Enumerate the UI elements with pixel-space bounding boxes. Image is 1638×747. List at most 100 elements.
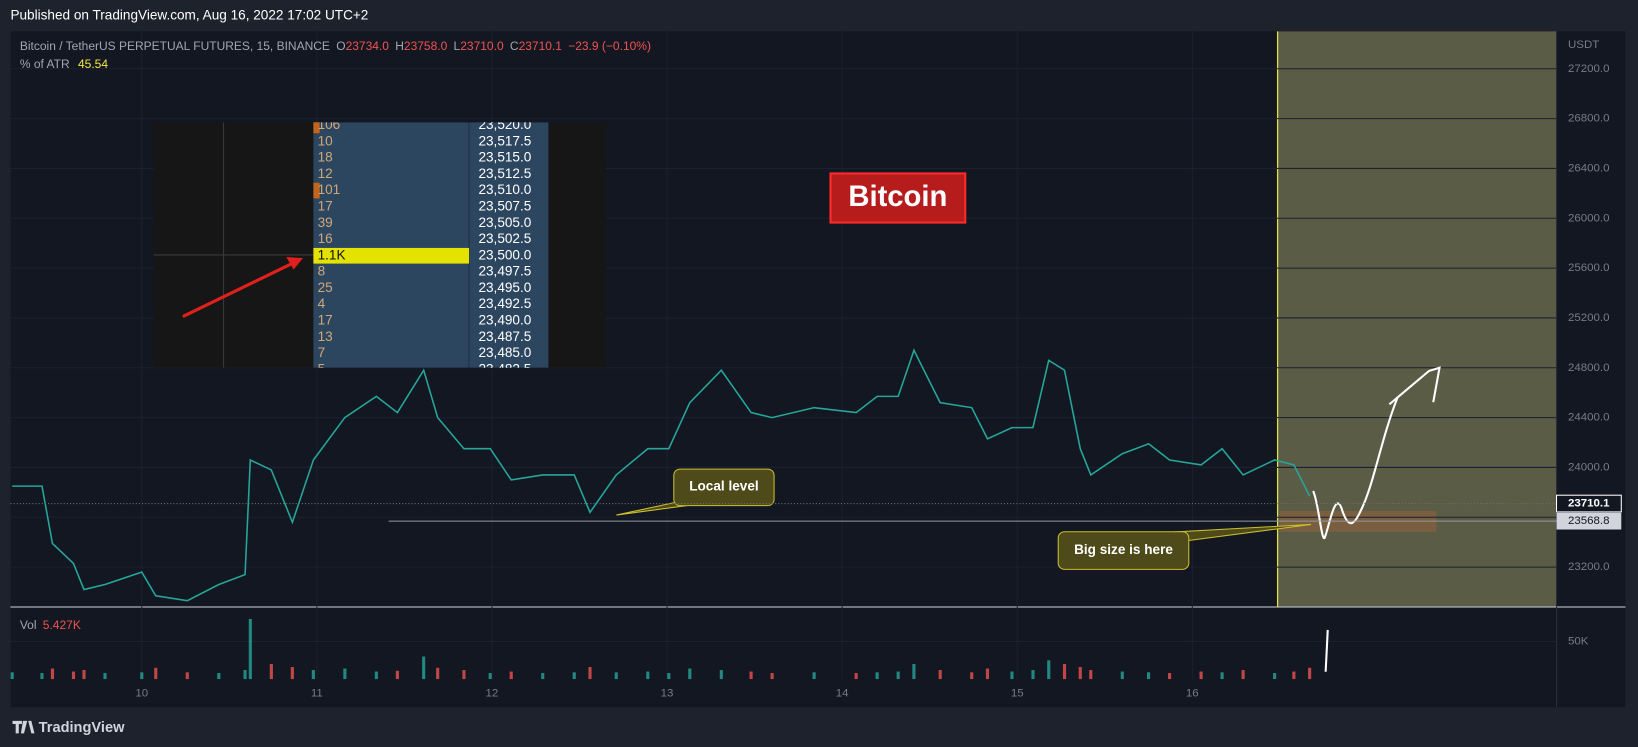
volume-bar xyxy=(970,672,974,680)
y-tick-label: 26800.0 xyxy=(1568,113,1610,125)
volume-bar xyxy=(572,672,576,680)
price-tag xyxy=(1555,494,1622,513)
price-tag-label: 23568.8 xyxy=(1568,515,1610,527)
volume-bar xyxy=(896,671,900,680)
volume-bar xyxy=(436,667,440,680)
order-book-size: 101 xyxy=(318,182,341,197)
order-book-size: 39 xyxy=(318,215,333,230)
volume-bar xyxy=(770,673,774,680)
ohlc-label: O xyxy=(336,39,345,53)
order-book-price: 23,495.0 xyxy=(478,280,531,295)
order-book-price: 23,502.5 xyxy=(478,231,531,246)
x-tick-label: 10 xyxy=(135,688,148,700)
volume-bar xyxy=(1031,670,1035,680)
y-tick-label: 24400.0 xyxy=(1568,412,1610,424)
published-note: Published on TradingView.com, Aug 16, 20… xyxy=(10,7,368,22)
volume-bar xyxy=(154,667,158,680)
volume-bar xyxy=(395,670,399,680)
y-tick-label: 25600.0 xyxy=(1568,262,1610,274)
volume-bar xyxy=(749,671,753,680)
order-book-size: 12 xyxy=(318,166,333,181)
order-book-price: 23,492.5 xyxy=(478,296,531,311)
price-line xyxy=(12,348,1311,602)
x-tick-label: 12 xyxy=(486,688,499,700)
y-tick-label: 26000.0 xyxy=(1568,212,1610,224)
x-tick-label: 11 xyxy=(311,688,323,700)
order-book-price: 23,515.0 xyxy=(478,150,531,165)
order-book-price: 23,507.5 xyxy=(478,198,531,213)
volume-bar xyxy=(1273,673,1277,680)
volume-bar xyxy=(422,656,426,680)
volume-bar xyxy=(71,671,76,680)
volume-bar xyxy=(269,664,273,680)
order-book-price: 23,490.0 xyxy=(478,313,531,328)
brand-logo xyxy=(12,720,35,734)
ohlc-value: 23710.1 xyxy=(519,39,563,53)
volume-bar xyxy=(812,672,816,680)
y-tick-label: 24000.0 xyxy=(1568,461,1610,473)
volume-bar xyxy=(1047,660,1051,680)
order-book-price: 23,500.0 xyxy=(478,247,531,262)
ohlc-label: C xyxy=(510,39,519,53)
order-book-price: 23,510.0 xyxy=(478,182,531,197)
volume-bar xyxy=(1199,671,1203,680)
volume-bar xyxy=(140,672,144,680)
volume-bar xyxy=(509,671,513,680)
order-book-price: 23,520.0 xyxy=(478,117,531,132)
callout-label: Local level xyxy=(689,478,758,493)
x-tick-label: 15 xyxy=(1011,688,1024,700)
order-book-size: 25 xyxy=(318,280,333,295)
volume-bar xyxy=(646,671,650,680)
volume-bar xyxy=(1120,671,1124,680)
x-tick-label: 16 xyxy=(1186,688,1199,700)
y-tick-label: 25200.0 xyxy=(1568,312,1610,324)
volume-bar xyxy=(374,671,378,680)
volume-bar xyxy=(985,668,990,680)
order-book-highlight xyxy=(313,247,470,264)
order-book-size: 10 xyxy=(318,133,334,148)
order-book-price: 23,505.0 xyxy=(478,215,531,230)
price-plot xyxy=(12,348,1311,602)
volume-bar xyxy=(719,670,723,680)
volume-bar xyxy=(10,672,14,680)
volume-bar xyxy=(488,673,492,680)
volume-bar xyxy=(938,670,942,680)
volume-bar xyxy=(50,668,55,680)
annotations: Bitcoin Local level Big size is here xyxy=(616,172,1312,570)
title-badge: Bitcoin xyxy=(848,181,947,213)
order-book-size: 7 xyxy=(318,345,326,360)
order-book-price: 23,485.0 xyxy=(478,345,531,360)
order-book-size-bar xyxy=(313,182,320,199)
volume-bar xyxy=(912,664,916,680)
order-book-price: 23,487.5 xyxy=(478,329,531,344)
ohlc-label: L xyxy=(454,39,461,53)
volume-bar xyxy=(875,672,879,680)
volume-bar xyxy=(1292,671,1296,680)
order-book-price: 23,497.5 xyxy=(478,264,531,279)
volume-bar xyxy=(311,670,315,680)
volume-bar xyxy=(1010,671,1014,680)
callout-label: Big size is here xyxy=(1074,542,1173,557)
y-tick-label: 26400.0 xyxy=(1568,162,1610,174)
volume-bar xyxy=(243,670,247,680)
volume-bar xyxy=(1078,667,1082,680)
symbol-legend: Bitcoin / TetherUS PERPETUAL FUTURES, 15… xyxy=(20,39,651,53)
volume-bar xyxy=(854,673,858,680)
ohlc-value: 23758.0 xyxy=(404,39,448,53)
order-book-size: 106 xyxy=(318,117,341,132)
order-book-size: 16 xyxy=(318,231,333,246)
volume-bar xyxy=(103,673,107,680)
symbol: Bitcoin / TetherUS PERPETUAL FUTURES, 15… xyxy=(20,39,330,53)
volume-bar xyxy=(290,667,294,680)
order-book-size: 17 xyxy=(318,313,333,328)
volume-bar xyxy=(1062,664,1067,680)
ohlc-value: 23734.0 xyxy=(346,39,390,53)
drawn-arrow xyxy=(1312,396,1399,540)
y-tick-label: 24800.0 xyxy=(1568,362,1610,374)
x-tick-label: 13 xyxy=(661,688,674,700)
indicator-value: 45.54 xyxy=(78,57,108,71)
volume-bar xyxy=(1308,667,1312,680)
volume-label: Vol xyxy=(20,618,37,632)
x-tick-label: 14 xyxy=(836,688,849,700)
brand-name: TradingView xyxy=(39,720,125,736)
